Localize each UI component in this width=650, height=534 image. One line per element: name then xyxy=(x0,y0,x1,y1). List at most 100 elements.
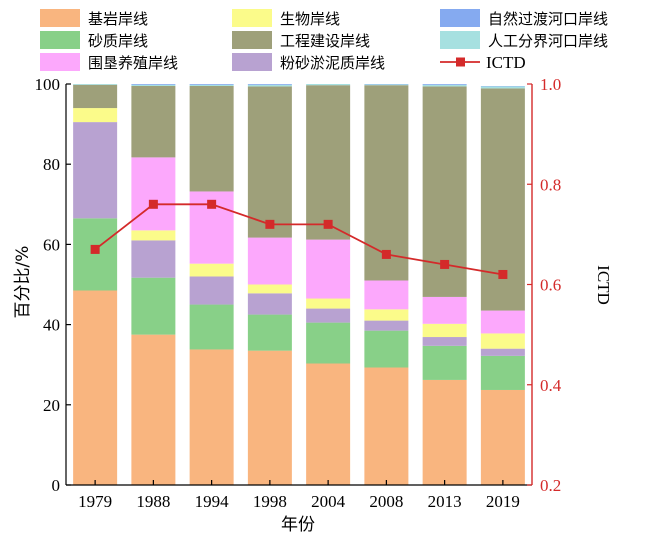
legend-item: 砂质岸线 xyxy=(40,31,148,50)
bar-segment-2019-0 xyxy=(480,389,525,485)
legend-item: 基岩岸线 xyxy=(40,9,148,28)
bar-segment-2013-1 xyxy=(422,345,467,380)
x-tick-label: 1988 xyxy=(136,492,170,511)
bar-segment-1998-3 xyxy=(247,284,292,294)
legend-item: 粉砂淤泥质岸线 xyxy=(232,53,385,72)
x-tick-label: 2013 xyxy=(428,492,462,511)
ictd-point-2013 xyxy=(440,259,450,269)
bar-segment-1994-1 xyxy=(189,304,234,350)
bar-segment-2008-0 xyxy=(364,367,409,485)
bar-segment-1979-5 xyxy=(73,84,118,109)
bar-segment-1994-2 xyxy=(189,276,234,305)
ictd-point-1994 xyxy=(207,199,217,209)
bar-stack-2008 xyxy=(364,84,409,485)
x-tick-label: 1979 xyxy=(78,492,112,511)
legend-item: 自然过渡河口岸线 xyxy=(440,9,608,28)
ictd-point-2004 xyxy=(323,219,333,229)
bar-segment-1994-0 xyxy=(189,349,234,485)
legend-swatch xyxy=(440,31,480,49)
x-tick-label: 1994 xyxy=(195,492,230,511)
legend-item: ICTD xyxy=(440,53,526,72)
bar-segment-2004-1 xyxy=(306,322,351,364)
bar-segment-2019-4 xyxy=(480,310,525,334)
y2-tick-label: 0.6 xyxy=(540,276,561,295)
ictd-point-1998 xyxy=(265,219,275,229)
y2-tick-label: 0.8 xyxy=(540,175,561,194)
bar-segment-1979-2 xyxy=(73,122,118,219)
bar-segment-1998-1 xyxy=(247,314,292,351)
legend-label: 生物岸线 xyxy=(280,10,340,28)
axes: 0 20 40 60 80 100 0.2 0.4 0.6 0.8 1.0 1979 1988 1994 1… xyxy=(35,75,562,511)
bar-segment-2019-6 xyxy=(480,86,525,89)
y-axis-title: 百分比/% xyxy=(13,246,33,319)
bar-segment-1998-2 xyxy=(247,293,292,315)
bar-segment-1979-6 xyxy=(73,84,118,85)
bar-segment-2004-3 xyxy=(306,298,351,309)
legend-marker-swatch xyxy=(456,57,465,67)
legend-swatch xyxy=(232,31,272,49)
bar-stack-2004 xyxy=(306,84,351,485)
bar-stacks xyxy=(73,84,525,486)
legend-label: 工程建设岸线 xyxy=(280,32,370,50)
y-tick-label: 20 xyxy=(43,396,60,415)
bar-segment-2013-0 xyxy=(422,379,467,485)
bar-segment-2013-3 xyxy=(422,323,467,338)
bar-segment-1998-5 xyxy=(247,86,292,238)
bar-segment-1994-7 xyxy=(189,84,234,85)
legend-swatch xyxy=(40,53,80,71)
legend-label: 自然过渡河口岸线 xyxy=(488,10,608,28)
bar-stack-2019 xyxy=(480,86,525,485)
legend-label: 基岩岸线 xyxy=(88,10,148,28)
bar-segment-2008-4 xyxy=(364,280,409,310)
legend-swatch xyxy=(440,9,480,27)
legend-label: 围垦养殖岸线 xyxy=(88,54,178,72)
bar-segment-2019-2 xyxy=(480,348,525,356)
bar-segment-1998-0 xyxy=(247,350,292,485)
x-tick-label: 1998 xyxy=(253,492,287,511)
bar-segment-1979-0 xyxy=(73,290,118,485)
y-tick-label: 60 xyxy=(43,235,60,254)
ictd-point-2008 xyxy=(381,249,391,259)
x-tick-label: 2004 xyxy=(311,492,346,511)
bar-segment-1979-3 xyxy=(73,108,118,123)
y-tick-label: 100 xyxy=(35,75,61,94)
ictd-line xyxy=(94,203,504,276)
ictd-line-series xyxy=(90,199,508,279)
y-tick-label: 0 xyxy=(52,476,61,495)
bar-segment-1988-3 xyxy=(131,230,176,241)
bar-segment-2004-5 xyxy=(306,85,351,240)
bar-segment-1988-5 xyxy=(131,86,176,158)
bar-segment-1998-7 xyxy=(247,84,292,85)
bar-segment-1998-4 xyxy=(247,237,292,285)
bar-segment-2013-6 xyxy=(422,84,467,87)
bar-segment-1994-6 xyxy=(189,84,234,86)
bar-segment-2004-6 xyxy=(306,84,351,86)
legend-item: 围垦养殖岸线 xyxy=(40,53,178,72)
ictd-point-2019 xyxy=(498,269,508,279)
bar-segment-2013-2 xyxy=(422,337,467,346)
ictd-point-1979 xyxy=(90,244,100,254)
y2-axis-title: ICTD xyxy=(594,265,613,305)
y2-tick-label: 0.2 xyxy=(540,476,561,495)
bar-stack-1994 xyxy=(189,84,234,485)
ictd-point-1988 xyxy=(148,199,158,209)
bar-stack-1979 xyxy=(73,84,118,485)
bar-segment-2013-4 xyxy=(422,296,467,324)
bar-stack-1998 xyxy=(247,84,292,485)
bar-segment-1988-6 xyxy=(131,84,176,86)
bar-stack-1988 xyxy=(131,84,176,486)
bar-segment-2004-2 xyxy=(306,308,351,323)
legend-item: 工程建设岸线 xyxy=(232,31,370,50)
x-tick-label: 2008 xyxy=(369,492,403,511)
y2-tick-label: 1.0 xyxy=(540,75,561,94)
bar-segment-2013-7 xyxy=(422,84,467,85)
bar-segment-1988-0 xyxy=(131,334,176,486)
legend-item: 生物岸线 xyxy=(232,9,340,28)
bar-segment-2008-3 xyxy=(364,309,409,321)
bar-segment-2008-1 xyxy=(364,330,409,368)
x-tick-label: 2019 xyxy=(486,492,520,511)
bar-segment-2008-5 xyxy=(364,85,409,281)
bar-segment-1979-1 xyxy=(73,218,118,291)
legend-label: 粉砂淤泥质岸线 xyxy=(280,54,385,72)
